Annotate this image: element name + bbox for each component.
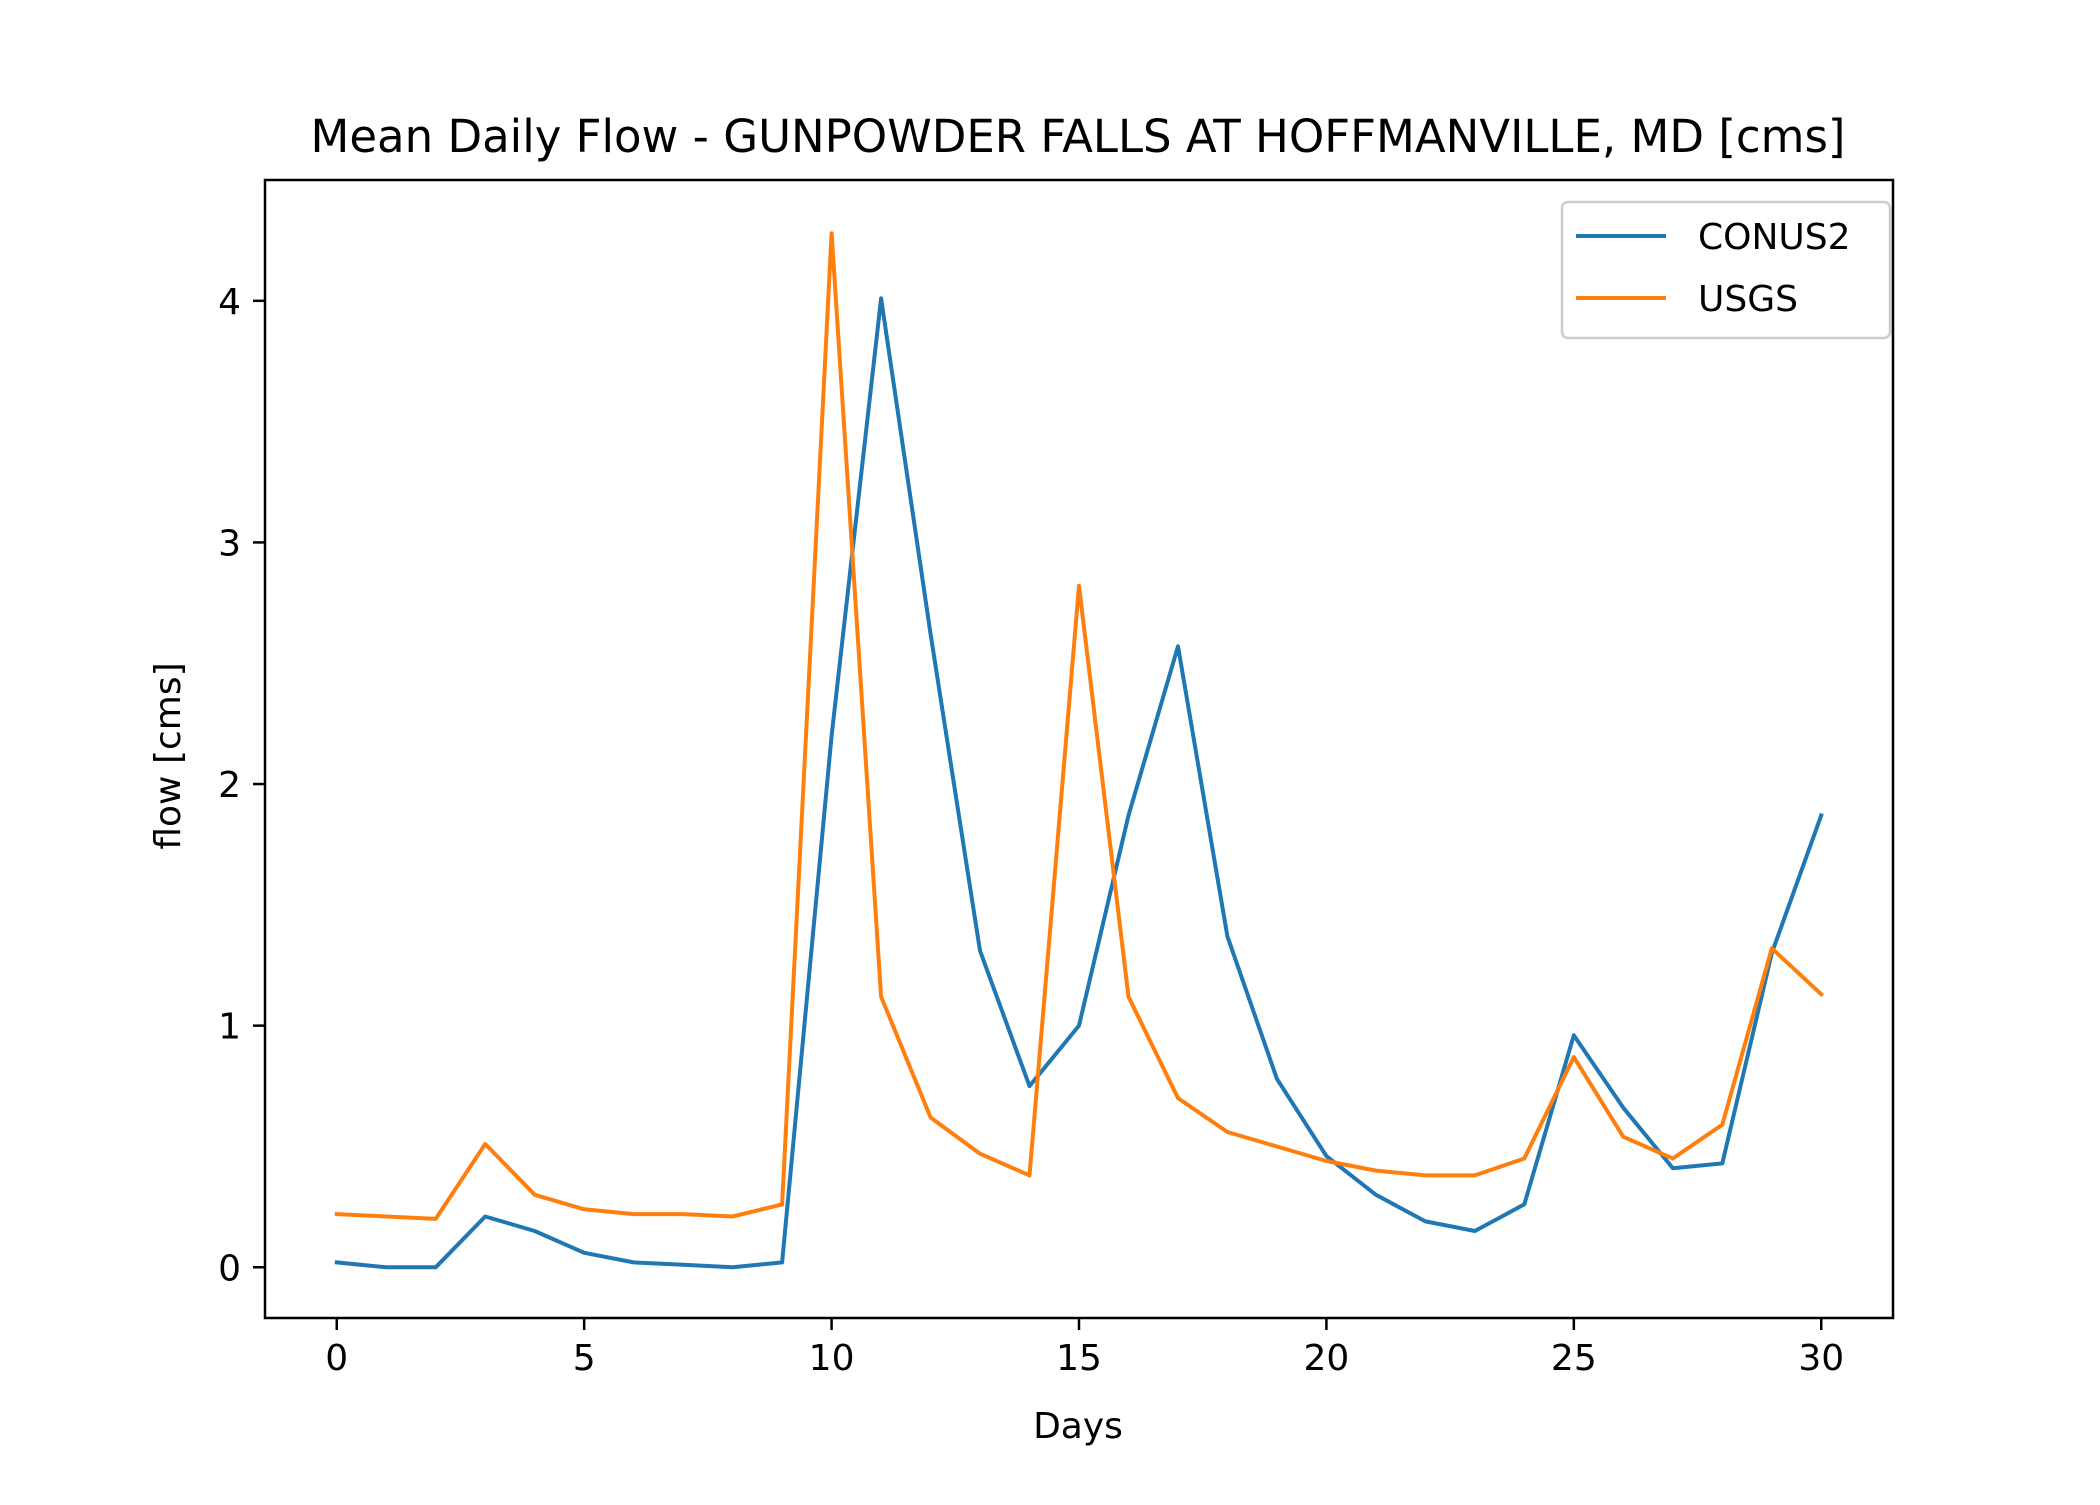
series-line-usgs [334,231,1825,1221]
legend-label-usgs: USGS [1698,279,1798,320]
y-tick-label: 3 [218,523,241,564]
x-tick-label: 15 [1056,1338,1102,1379]
legend: CONUS2 USGS [1560,200,1892,340]
plot-area [334,231,1825,1270]
x-axis-label: Days [1033,1406,1123,1447]
x-tick-label: 25 [1551,1338,1597,1379]
x-tick-label: 5 [573,1338,596,1379]
y-tick-label: 4 [218,282,241,323]
x-tick-label: 0 [325,1338,348,1379]
y-tick-label: 0 [218,1248,241,1289]
x-tick-label: 20 [1304,1338,1350,1379]
y-axis-label: flow [cms] [148,662,189,849]
series-line-conus2 [334,296,1824,1270]
legend-label-conus2: CONUS2 [1698,217,1851,258]
x-tick-label: 10 [809,1338,855,1379]
axes: 0 5 10 15 20 25 30 0 1 2 3 4 [218,178,1895,1379]
x-tick-label: 30 [1798,1338,1844,1379]
chart-title: Mean Daily Flow - GUNPOWDER FALLS AT HOF… [311,110,1846,163]
y-tick-label: 2 [218,765,241,806]
y-tick-label: 1 [218,1007,241,1048]
